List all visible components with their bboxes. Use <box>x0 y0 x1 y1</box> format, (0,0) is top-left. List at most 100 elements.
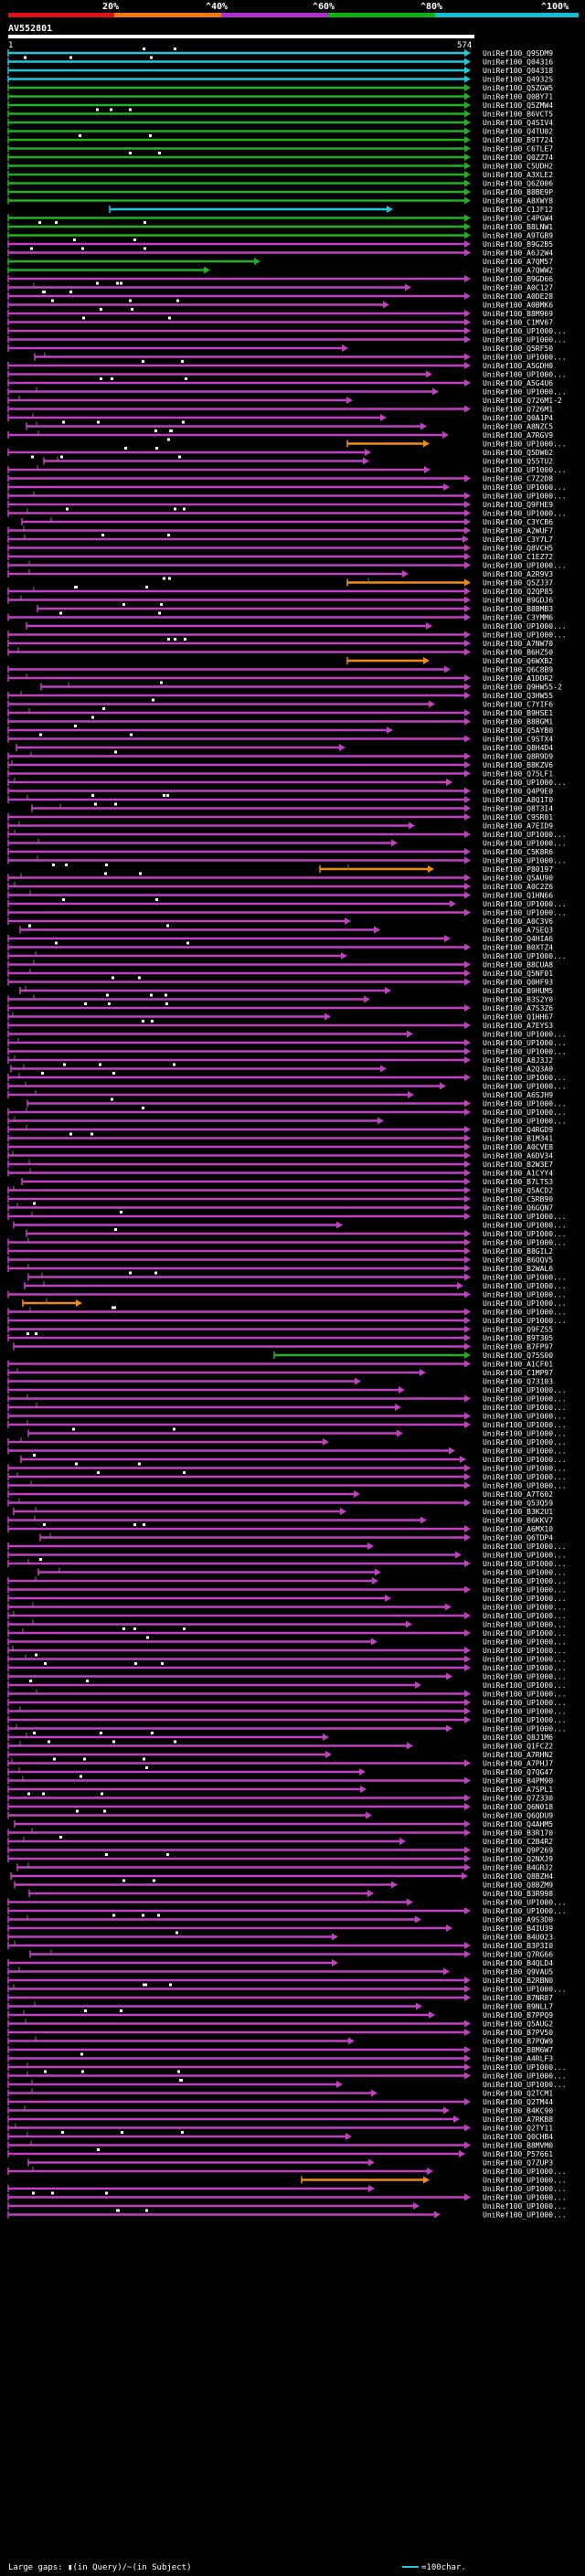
hit-row[interactable]: UniRef100_C1JF12 <box>109 206 553 214</box>
hit-row[interactable]: UniRef100_B9HUM5 <box>19 986 553 995</box>
hit-row[interactable]: UniRef100_Q5AUG2 <box>7 2019 553 2029</box>
hit-label[interactable]: UniRef100_A7S3Z6 <box>483 1004 553 1012</box>
hit-label[interactable]: UniRef100_Q4932S <box>483 76 553 84</box>
hit-row[interactable]: UniRef100_Q8R9D9 <box>7 750 553 761</box>
hit-label[interactable]: UniRef100_A1CYY4 <box>483 1170 553 1178</box>
hit-row[interactable]: UniRef100_C9STX4 <box>7 733 553 744</box>
hit-row[interactable]: UniRef100_B8CUA8 <box>7 959 553 970</box>
hit-row[interactable]: UniRef100_Q2QP85 <box>7 586 553 596</box>
hit-label[interactable]: UniRef100_C1JF12 <box>483 206 553 214</box>
hit-row[interactable]: UniRef100_UP1000... <box>13 1221 567 1230</box>
hit-row[interactable]: UniRef100_Q04318 <box>7 67 553 75</box>
hit-row[interactable]: UniRef100_C1EZ72 <box>7 553 553 561</box>
hit-row[interactable]: UniRef100_Q4RGD9 <box>7 1125 553 1134</box>
hit-row[interactable]: UniRef100_A7EID9 <box>7 821 553 831</box>
hit-label[interactable]: UniRef100_Q5NF01 <box>483 970 553 978</box>
hit-label[interactable]: UniRef100_UP1000... <box>483 1473 567 1481</box>
hit-row[interactable]: UniRef100_A2Q3A0 <box>10 1063 553 1074</box>
hit-row[interactable]: UniRef100_A8XWY8 <box>7 196 553 206</box>
hit-label[interactable]: UniRef100_C3YCB6 <box>483 518 553 526</box>
hit-label[interactable]: UniRef100_C5RB90 <box>483 1195 553 1203</box>
hit-label[interactable]: UniRef100_Q1FCZ2 <box>483 1743 553 1751</box>
hit-label[interactable]: UniRef100_B8BE9P <box>483 188 553 196</box>
hit-label[interactable]: UniRef100_UP1000... <box>483 631 567 640</box>
hit-row[interactable]: UniRef100_C5UDH2 <box>7 162 553 171</box>
hit-label[interactable]: UniRef100_B4GRJ2 <box>483 1864 553 1872</box>
hit-row[interactable]: UniRef100_UP1000... <box>7 560 567 570</box>
hit-row[interactable]: UniRef100_B4IU39 <box>7 1924 553 1933</box>
hit-label[interactable]: UniRef100_A7QWW2 <box>483 267 553 275</box>
hit-row[interactable]: UniRef100_Q9VAU5 <box>7 1966 553 1977</box>
hit-label[interactable]: UniRef100_C7Z2D8 <box>483 475 553 483</box>
hit-row[interactable]: UniRef100_UP1000... <box>7 1471 567 1481</box>
hit-row[interactable]: UniRef100_UP1000... <box>26 1228 567 1238</box>
hit-row[interactable]: UniRef100_B9HSE1 <box>7 707 553 717</box>
hit-row[interactable]: UniRef100_B8MVM0 <box>7 2140 553 2150</box>
hit-row[interactable]: UniRef100_UP1000... <box>7 1716 567 1724</box>
hit-label[interactable]: UniRef100_Q4SIV4 <box>483 119 553 127</box>
hit-row[interactable]: UniRef100_A6J2W4 <box>7 247 553 258</box>
hit-row[interactable]: UniRef100_Q4AHM5 <box>14 1820 553 1829</box>
hit-row[interactable]: UniRef100_B8M969 <box>7 308 553 318</box>
hit-label[interactable]: UniRef100_UP1000... <box>483 857 567 865</box>
hit-row[interactable]: UniRef100_A7S3Z6 <box>7 1002 553 1012</box>
hit-label[interactable]: UniRef100_B6VCT5 <box>483 111 553 119</box>
hit-label[interactable]: UniRef100_A8XWY8 <box>483 197 553 206</box>
hit-label[interactable]: UniRef100_B7PQW9 <box>483 2038 553 2046</box>
hit-row[interactable]: UniRef100_UP1000... <box>7 370 567 379</box>
hit-label[interactable]: UniRef100_UP1000... <box>483 2072 567 2081</box>
hit-label[interactable]: UniRef100_UP1000... <box>483 1274 567 1282</box>
hit-label[interactable]: UniRef100_Q6TDP4 <box>483 1534 553 1542</box>
hit-label[interactable]: UniRef100_UP1000... <box>483 1986 567 1994</box>
hit-label[interactable]: UniRef100_B6HZ50 <box>483 649 553 657</box>
hit-label[interactable]: UniRef100_A1DDR2 <box>483 674 553 683</box>
hit-label[interactable]: UniRef100_B2WAL6 <box>483 1265 553 1273</box>
hit-row[interactable]: UniRef100_B8BMB3 <box>37 603 553 613</box>
hit-row[interactable]: UniRef100_Q2TY11 <box>7 2123 553 2133</box>
hit-label[interactable]: UniRef100_Q4P9E0 <box>483 788 553 796</box>
hit-row[interactable]: UniRef100_UP1000... <box>7 855 567 865</box>
hit-row[interactable]: UniRef100_Q9FHE9 <box>7 501 553 509</box>
hit-label[interactable]: UniRef100_A7QM57 <box>483 258 553 266</box>
hit-label[interactable]: UniRef100_Q8BZH4 <box>483 1872 553 1881</box>
hit-row[interactable]: UniRef100_UP1000... <box>27 1271 567 1282</box>
hit-row[interactable]: UniRef100_A6DV34 <box>7 1150 553 1161</box>
hit-label[interactable]: UniRef100_Q75S00 <box>483 1352 553 1360</box>
hit-row[interactable]: UniRef100_UP1000... <box>7 1317 567 1325</box>
hit-label[interactable]: UniRef100_B3P3I0 <box>483 1942 553 1950</box>
hit-label[interactable]: UniRef100_A5GDH0 <box>483 362 553 370</box>
hit-row[interactable]: UniRef100_B9GD66 <box>7 275 553 283</box>
hit-label[interactable]: UniRef100_Q5DW02 <box>483 449 553 457</box>
hit-label[interactable]: UniRef100_Q5ZGW5 <box>483 84 553 92</box>
hit-label[interactable]: UniRef100_UP1000... <box>483 831 567 839</box>
hit-label[interactable]: UniRef100_UP1000... <box>483 900 567 908</box>
hit-row[interactable]: UniRef100_Q6TDP4 <box>39 1532 553 1542</box>
hit-label[interactable]: UniRef100_Q2NXJ9 <box>483 1855 553 1863</box>
hit-label[interactable]: UniRef100_B8CUA8 <box>483 961 553 970</box>
hit-label[interactable]: UniRef100_A3XLE2 <box>483 171 553 179</box>
hit-label[interactable]: UniRef100_A7EYS3 <box>483 1022 553 1030</box>
hit-label[interactable]: UniRef100_UP1000... <box>483 1291 567 1299</box>
hit-label[interactable]: UniRef100_Q0A1P4 <box>483 414 553 422</box>
hit-row[interactable]: UniRef100_Q2NXJ9 <box>7 1853 553 1863</box>
hit-label[interactable]: UniRef100_A0DE28 <box>483 292 553 301</box>
hit-row[interactable]: UniRef100_UP1000... <box>7 1672 567 1681</box>
hit-row[interactable]: UniRef100_C1MV67 <box>7 316 553 327</box>
hit-row[interactable]: UniRef100_Q6N018 <box>7 1803 553 1811</box>
hit-row[interactable]: UniRef100_B7PQW9 <box>7 2036 553 2046</box>
hit-row[interactable]: UniRef100_UP1000... <box>37 1567 567 1577</box>
hit-row[interactable]: UniRef100_UP1000... <box>7 2185 567 2193</box>
hit-label[interactable]: UniRef100_UP1000... <box>483 1213 567 1221</box>
hit-row[interactable]: UniRef100_UP1000... <box>7 951 567 960</box>
hit-label[interactable]: UniRef100_A7T602 <box>483 1490 553 1499</box>
hit-label[interactable]: UniRef100_A7RGV9 <box>483 431 553 440</box>
hit-label[interactable]: UniRef100_UP1000... <box>483 1656 567 1664</box>
hit-row[interactable]: UniRef100_Q0BY71 <box>7 92 553 101</box>
hit-label[interactable]: UniRef100_Q2TY11 <box>483 2125 553 2133</box>
hit-label[interactable]: UniRef100_Q5AU90 <box>483 875 553 883</box>
hit-label[interactable]: UniRef100_UP1000... <box>483 1621 567 1629</box>
hit-row[interactable]: UniRef100_A1CYY4 <box>7 1168 553 1178</box>
hit-label[interactable]: UniRef100_B2RBN0 <box>483 1977 553 1985</box>
hit-label[interactable]: UniRef100_Q8H4D4 <box>483 744 553 752</box>
hit-label[interactable]: UniRef100_UP1000... <box>483 2177 567 2185</box>
